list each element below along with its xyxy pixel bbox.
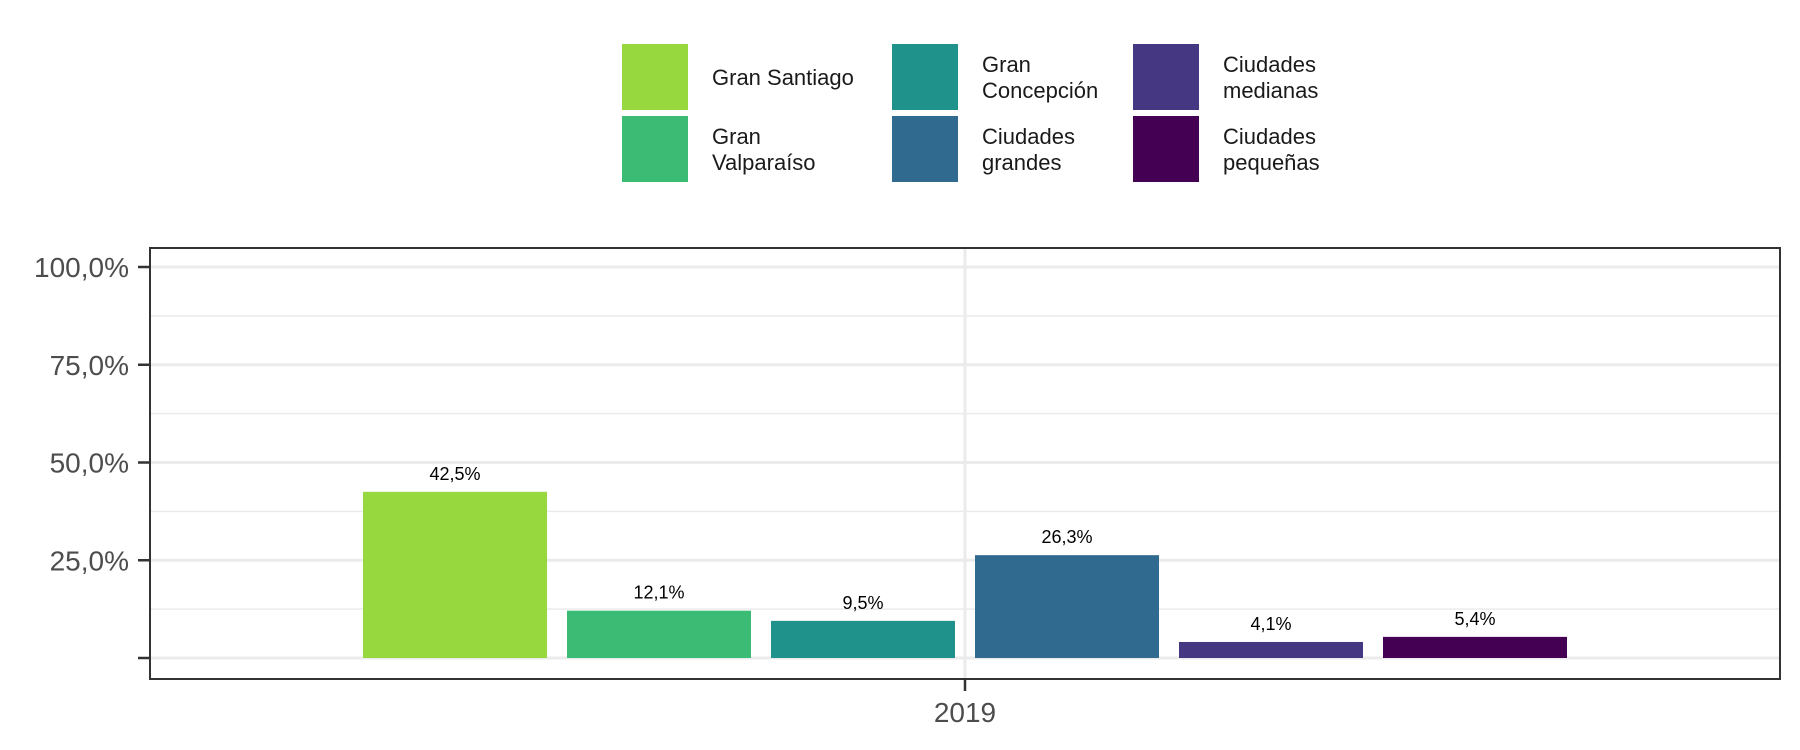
legend-label-line: Valparaíso	[712, 150, 816, 175]
data-label-ciudades-medianas: 4,1%	[1250, 614, 1291, 634]
y-tick-label: 100,0%	[34, 252, 129, 283]
bar-gran-valparaiso	[567, 610, 751, 658]
legend-label-line: Ciudades	[1223, 52, 1316, 77]
bars	[363, 491, 1567, 658]
legend-label-line: Gran Santiago	[712, 65, 854, 90]
x-axis: 2019	[934, 679, 996, 728]
y-tick-label: 75,0%	[50, 350, 129, 381]
legend-label-line: grandes	[982, 150, 1062, 175]
legend-label-gran-valparaiso: Gran Valparaíso	[712, 124, 816, 175]
legend-label-gran-santiago: Gran Santiago	[712, 65, 854, 90]
bar-ciudades-grandes	[975, 555, 1159, 658]
y-tick-label: 50,0%	[50, 448, 129, 479]
legend-key-gran-valparaiso	[622, 116, 688, 182]
data-labels: 42,5% 12,1% 9,5% 26,3% 4,1% 5,4%	[429, 464, 1495, 634]
legend-label-ciudades-grandes: Ciudades grandes	[982, 124, 1075, 175]
legend-key-ciudades-grandes	[892, 116, 958, 182]
legend-label-gran-concepcion: Gran Concepción	[982, 52, 1098, 103]
legend-label-line: Gran	[982, 52, 1031, 77]
data-label-gran-valparaiso: 12,1%	[633, 583, 684, 603]
legend-label-line: pequeñas	[1223, 150, 1320, 175]
legend-key-gran-concepcion	[892, 44, 958, 110]
legend-item-ciudades-medianas: Ciudades medianas	[1133, 44, 1318, 110]
data-label-ciudades-pequenas: 5,4%	[1454, 609, 1495, 629]
legend-label-line: medianas	[1223, 78, 1318, 103]
legend-item-gran-santiago: Gran Santiago	[622, 44, 854, 110]
legend-label-ciudades-pequenas: Ciudades pequeñas	[1223, 124, 1320, 175]
legend-label-line: Ciudades	[982, 124, 1075, 149]
legend-key-ciudades-pequenas	[1133, 116, 1199, 182]
bar-gran-santiago	[363, 491, 547, 658]
legend-label-ciudades-medianas: Ciudades medianas	[1223, 52, 1318, 103]
legend-item-gran-concepcion: Gran Concepción	[892, 44, 1098, 110]
legend-label-line: Concepción	[982, 78, 1098, 103]
legend-item-ciudades-grandes: Ciudades grandes	[892, 116, 1075, 182]
legend-key-gran-santiago	[622, 44, 688, 110]
y-tick-label: 25,0%	[50, 545, 129, 576]
bar-gran-concepcion	[771, 620, 955, 658]
legend-item-ciudades-pequenas: Ciudades pequeñas	[1133, 116, 1320, 182]
data-label-gran-concepcion: 9,5%	[842, 593, 883, 613]
bar-ciudades-pequenas	[1383, 636, 1567, 658]
data-label-ciudades-grandes: 26,3%	[1041, 527, 1092, 547]
legend-label-line: Ciudades	[1223, 124, 1316, 149]
plot-area: 42,5% 12,1% 9,5% 26,3% 4,1% 5,4% 25,0% 50,0% 75…	[34, 247, 1781, 728]
legend-label-line: Gran	[712, 124, 761, 149]
legend-key-ciudades-medianas	[1133, 44, 1199, 110]
x-tick-label: 2019	[934, 697, 996, 728]
data-label-gran-santiago: 42,5%	[429, 464, 480, 484]
y-axis: 25,0% 50,0% 75,0% 100,0%	[34, 252, 150, 660]
bar-ciudades-medianas	[1179, 641, 1363, 658]
legend-item-gran-valparaiso: Gran Valparaíso	[622, 116, 816, 182]
